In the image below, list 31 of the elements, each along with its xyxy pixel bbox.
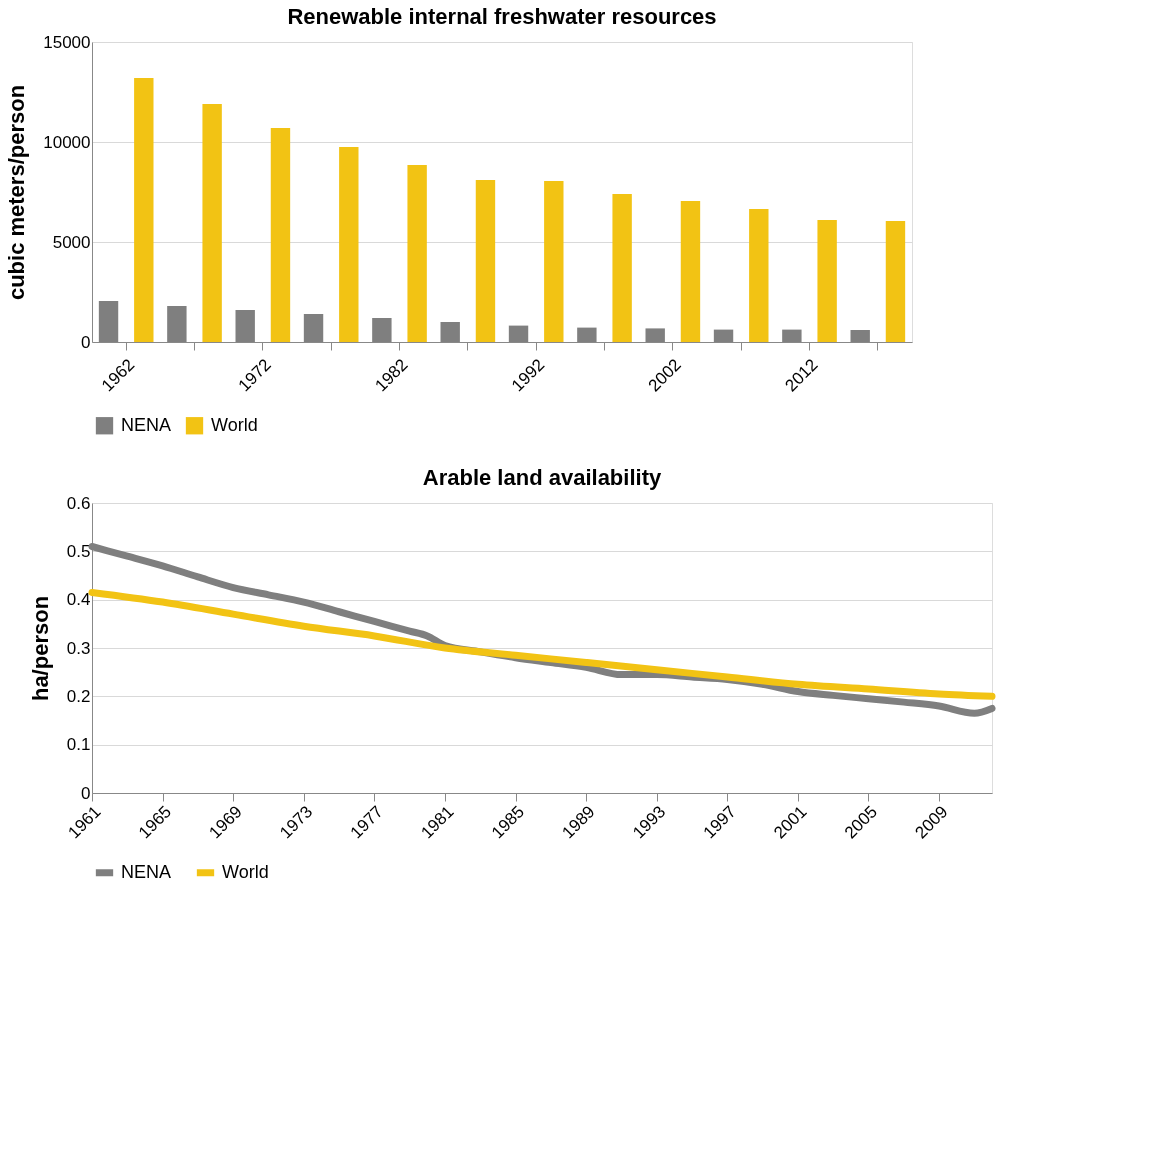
bar [407, 165, 427, 342]
bar [885, 221, 906, 342]
chart-title: Renewable internal freshwater resources [287, 4, 717, 29]
y-tick-label: 10000 [43, 132, 91, 152]
bar [475, 180, 496, 342]
y-tick-label: 0 [81, 332, 91, 352]
bar [202, 104, 222, 342]
y-tick-label: 5000 [52, 232, 91, 252]
bar [680, 201, 701, 342]
legend-label: World [211, 414, 258, 435]
legend-label: NENA [121, 414, 172, 435]
legend-label: World [222, 861, 269, 882]
bar [270, 128, 291, 342]
y-tick-label: 0.1 [66, 735, 91, 755]
y-axis-title: cubic meters/person [4, 84, 30, 301]
y-tick-label: 15000 [43, 32, 91, 52]
bar [612, 194, 632, 342]
y-tick-label: 0.2 [66, 686, 91, 706]
y-tick-label: 0.5 [66, 541, 91, 561]
bar [134, 78, 154, 342]
bar [817, 220, 837, 342]
bar [339, 147, 359, 342]
y-tick-label: 0.4 [66, 590, 91, 610]
bar [749, 209, 769, 342]
bar [544, 181, 564, 342]
y-axis-title: ha/person [27, 595, 53, 702]
chart-title: Arable land availability [422, 465, 662, 490]
legend-label: NENA [121, 861, 172, 882]
y-tick-label: 0 [81, 783, 91, 803]
y-tick-label: 0.6 [66, 493, 91, 513]
y-tick-label: 0.3 [66, 638, 91, 658]
